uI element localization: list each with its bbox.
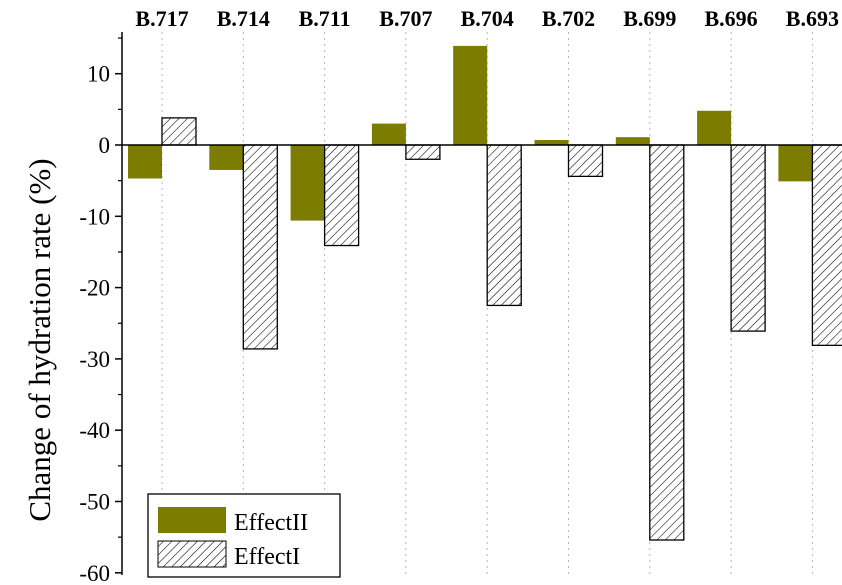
bar-effecti bbox=[242, 144, 278, 350]
y-axis: 10 0 -10 -20 -30 -40 -50 -60 bbox=[79, 32, 123, 585]
legend-swatch-effecti bbox=[157, 540, 227, 568]
category-label: B.699 bbox=[623, 6, 676, 31]
category-label: B.717 bbox=[135, 6, 188, 31]
bar-effectii bbox=[209, 145, 244, 170]
y-tick-label: 0 bbox=[99, 133, 111, 158]
bar-effecti bbox=[405, 144, 441, 160]
bar-effecti bbox=[567, 144, 604, 178]
bar-effecti bbox=[161, 117, 197, 146]
category-labels: B.717 B.714 B.711 B.707 B.704 B.702 B.699 B.696… bbox=[135, 6, 839, 31]
bar-effectii bbox=[371, 123, 406, 145]
bar-effecti bbox=[323, 144, 360, 247]
bar-effectii bbox=[778, 145, 813, 182]
category-label: B.696 bbox=[705, 6, 758, 31]
legend: EffectII EffectI bbox=[147, 493, 341, 578]
y-axis-label: Change of hydration rate (%) bbox=[22, 158, 57, 521]
bar-effecti bbox=[649, 144, 685, 541]
legend-label-effectii: EffectII bbox=[234, 510, 308, 536]
y-tick-label: -60 bbox=[79, 561, 110, 585]
category-label: B.693 bbox=[786, 6, 839, 31]
bar-effectii bbox=[128, 145, 162, 179]
bar-effecti bbox=[730, 144, 766, 332]
bar-effectii bbox=[534, 140, 569, 145]
bar-effectii bbox=[290, 145, 325, 221]
bar-effectii bbox=[615, 137, 650, 145]
y-tick-label: -30 bbox=[79, 347, 110, 372]
bar-effectii bbox=[453, 45, 488, 145]
category-label: B.707 bbox=[379, 6, 432, 31]
bar-effectii bbox=[697, 110, 732, 145]
y-tick-label: -50 bbox=[79, 490, 110, 515]
y-tick-label: -20 bbox=[79, 276, 110, 301]
bars bbox=[122, 45, 842, 541]
bar-effecti bbox=[486, 144, 522, 307]
legend-label-effecti: EffectI bbox=[234, 544, 300, 570]
bar-effecti bbox=[811, 144, 842, 347]
y-tick-label: -40 bbox=[79, 418, 110, 443]
category-label: B.702 bbox=[542, 6, 595, 31]
y-tick-label: -10 bbox=[79, 204, 110, 229]
category-label: B.704 bbox=[461, 6, 514, 31]
category-label: B.711 bbox=[299, 6, 351, 31]
category-label: B.714 bbox=[217, 6, 270, 31]
y-tick-label: 10 bbox=[87, 62, 110, 87]
legend-swatch-effectii bbox=[158, 507, 226, 533]
